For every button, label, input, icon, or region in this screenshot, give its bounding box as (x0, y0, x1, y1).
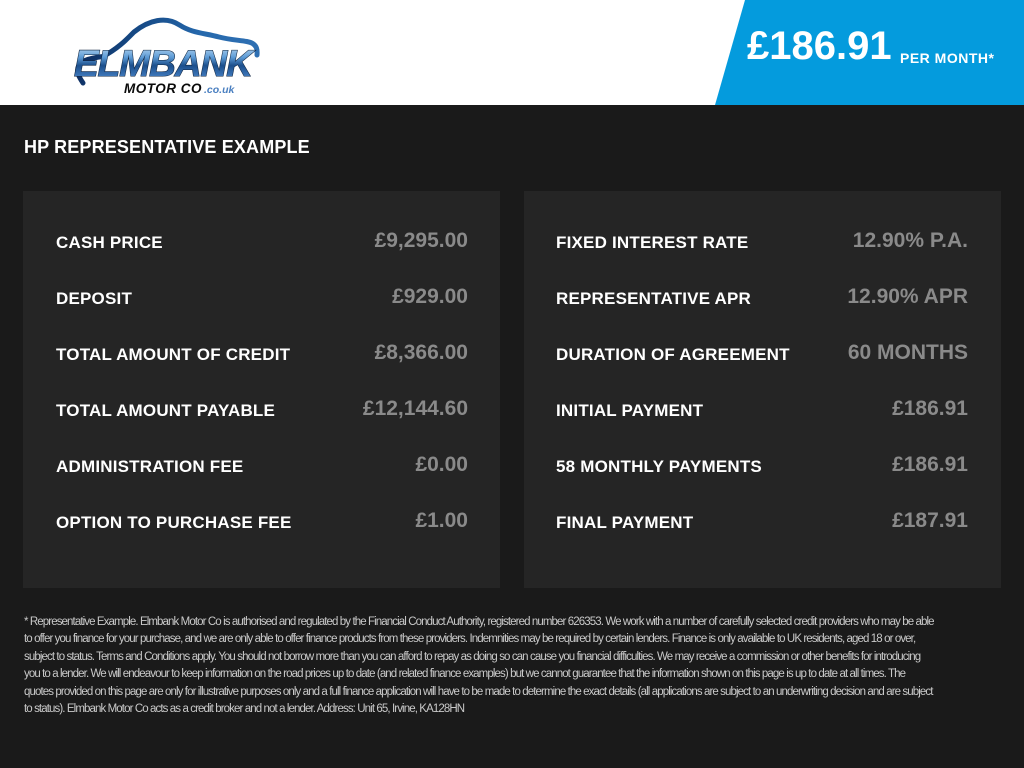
svg-text:MOTOR CO: MOTOR CO (124, 81, 202, 96)
svg-text:.co.uk: .co.uk (204, 84, 236, 96)
svg-text:ELMBANK: ELMBANK (74, 43, 255, 84)
